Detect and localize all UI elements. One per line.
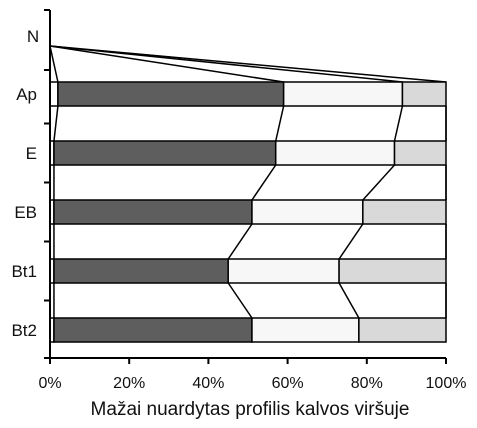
connector-ap-to-e-3 [393,105,404,142]
bar-e-segment-2 [53,140,277,166]
bar-ap-segment-2 [57,81,285,107]
bar-ap-segment-3 [282,81,404,107]
connector-apex-boundary-1 [49,45,59,83]
bar-bt1-segment-4 [338,258,447,284]
x-tick-label: 80% [351,375,383,392]
bar-bt2-segment-4 [358,317,447,343]
connector-apex-boundary-4 [49,45,447,83]
top-level-label: N [27,27,39,46]
bar-e-segment-4 [393,140,447,166]
x-axis-title: Mažai nuardytas profilis kalvos viršuje [91,399,410,420]
bars-group [49,81,447,343]
x-tick-label: 40% [192,375,224,392]
bar-ap-segment-4 [401,81,447,107]
connector-apex-boundary-2 [49,45,284,83]
category-label-e: E [26,144,37,163]
bar-e-segment-3 [274,140,396,166]
category-label-bt1: Bt1 [11,262,37,281]
axes-group [49,10,446,359]
connector-e-to-eb-3 [362,164,396,201]
bar-ap-segment-1 [49,81,59,107]
connector-ap-to-e-2 [274,105,285,142]
category-label-ap: Ap [16,85,37,104]
x-tick-label: 20% [113,375,145,392]
x-axis-ticks: 0% 20% 40% 60% 80% 100% [38,358,466,392]
x-tick-label: 0% [38,375,61,392]
category-label-eb: EB [14,203,37,222]
x-tick-label: 60% [272,375,304,392]
bar-eb-segment-4 [362,199,447,225]
bar-bt1-segment-2 [53,258,229,284]
bar-bt2-segment-2 [53,317,253,343]
category-labels: Ap E EB Bt1 Bt2 [11,85,37,340]
connector-eb-to-bt1-3 [338,223,364,260]
connector-bt1-to-bt2-2 [227,282,253,319]
x-tick-label: 100% [426,375,467,392]
connector-bt1-to-bt2-3 [338,282,360,319]
connector-eb-to-bt1-2 [227,223,253,260]
connector-lines [49,45,447,319]
category-label-bt2: Bt2 [11,321,37,340]
bar-eb-segment-3 [251,199,364,225]
bar-eb-segment-2 [53,199,253,225]
connector-ap-to-e-1 [53,105,59,142]
bar-bt1-segment-3 [227,258,340,284]
connector-e-to-eb-2 [251,164,277,201]
bar-bt2-segment-3 [251,317,360,343]
